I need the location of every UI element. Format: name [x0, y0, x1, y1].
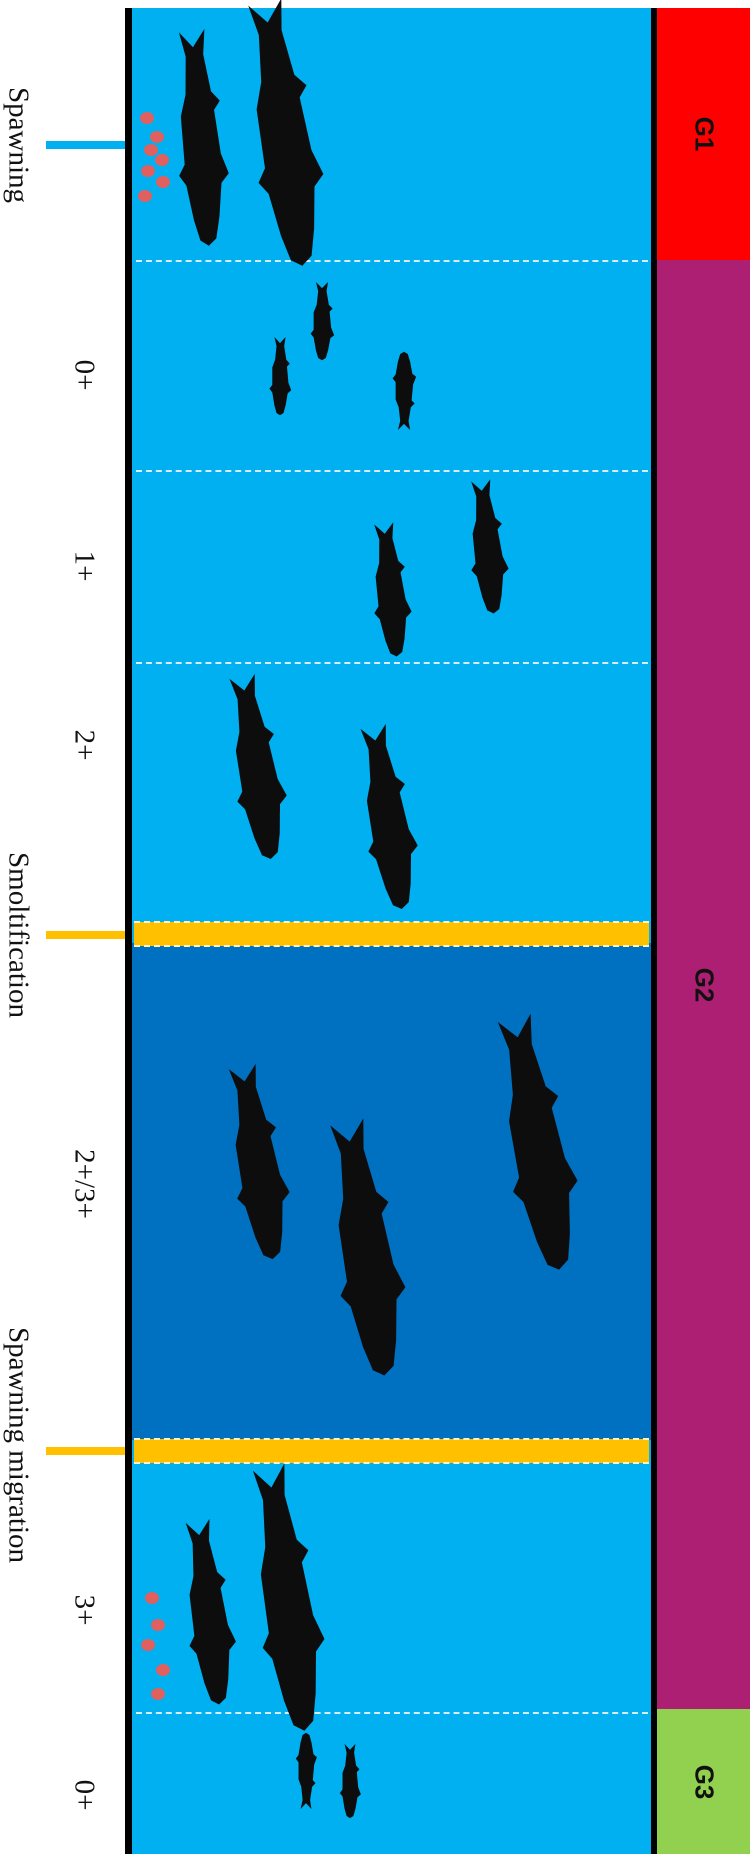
fish-icon	[365, 521, 416, 659]
egg-cluster-icon	[138, 112, 170, 202]
fish-icon	[462, 478, 513, 616]
generation-bar-g1: G1	[657, 8, 750, 260]
spawning-migration-band	[134, 1438, 649, 1464]
fish-icon	[392, 351, 417, 430]
fish-icon	[239, 1459, 336, 1738]
spawning-migration-marker	[46, 1447, 125, 1455]
fish-icon	[175, 1516, 243, 1709]
egg-cluster-icon	[141, 1592, 170, 1700]
generation-bar-g3: G3	[657, 1709, 750, 1854]
smoltification-band	[134, 921, 649, 947]
fish-icon	[269, 337, 292, 416]
fish-icon	[315, 1114, 418, 1382]
spawning-marker	[46, 141, 125, 149]
stage-divider	[136, 260, 648, 262]
stage-divider	[136, 1712, 648, 1714]
stage-divider	[136, 470, 648, 472]
fish-icon	[339, 1744, 361, 1819]
fish-icon	[310, 282, 335, 361]
fish-icon	[483, 1009, 593, 1278]
fish-icon	[218, 671, 296, 864]
fish-icon	[217, 1061, 300, 1265]
fish-icon	[295, 1732, 317, 1809]
generation-bar-g2: G2	[657, 260, 750, 1709]
fish-icon	[233, 0, 336, 273]
timeline-axis	[125, 8, 132, 1854]
fish-icon	[349, 721, 427, 914]
smoltification-marker	[46, 931, 125, 939]
fish-icon	[167, 27, 235, 249]
generation-axis	[651, 8, 657, 1854]
stage-divider	[136, 662, 648, 664]
